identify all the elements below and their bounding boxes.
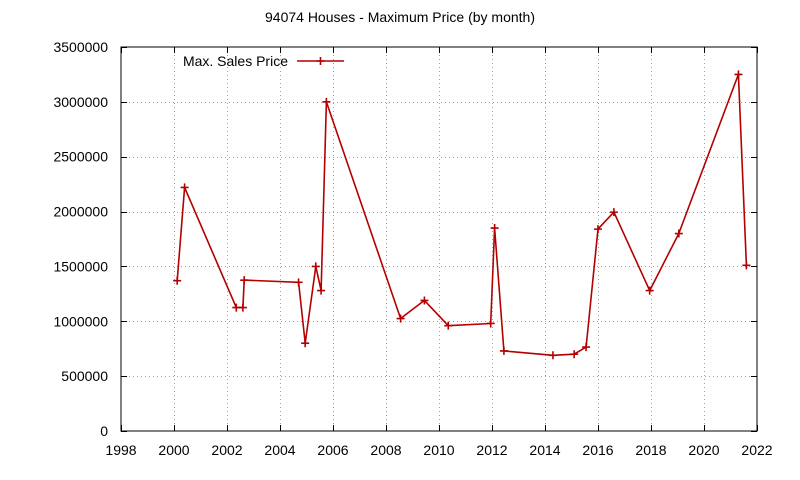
- x-tick-label: 2002: [211, 442, 242, 458]
- data-point: [173, 276, 182, 285]
- data-point: [594, 225, 602, 234]
- data-point: [582, 343, 591, 352]
- y-tick-label: 2000000: [53, 204, 108, 220]
- x-tick-label: 2006: [317, 442, 348, 458]
- y-tick-label: 3000000: [53, 94, 108, 110]
- y-tick-label: 0: [100, 423, 108, 439]
- x-tick-label: 1998: [105, 442, 136, 458]
- series-layer: [173, 70, 751, 360]
- x-tick-label: 2010: [423, 442, 454, 458]
- legend-label: Max. Sales Price: [183, 53, 288, 69]
- x-tick-label: 2012: [476, 442, 507, 458]
- x-tick-label: 2014: [529, 442, 560, 458]
- data-point: [317, 286, 326, 295]
- data-point: [734, 70, 743, 79]
- y-tick-label: 500000: [61, 368, 108, 384]
- x-tick-label: 2016: [582, 442, 613, 458]
- x-tick-label: 2018: [635, 442, 666, 458]
- grid-lines: [121, 47, 757, 431]
- data-point: [742, 261, 751, 270]
- series-line: [176, 73, 748, 357]
- x-tick-label: 2022: [741, 442, 772, 458]
- x-tick-label: 2004: [264, 442, 295, 458]
- legend: Max. Sales Price: [183, 53, 344, 69]
- y-tick-label: 1000000: [53, 313, 108, 329]
- y-tick-label: 2500000: [53, 149, 108, 165]
- data-point: [311, 262, 320, 271]
- data-point: [322, 97, 331, 106]
- data-point: [444, 321, 453, 330]
- data-point: [486, 319, 495, 328]
- data-point: [396, 314, 405, 323]
- data-point: [570, 350, 579, 359]
- data-point: [645, 286, 654, 295]
- y-tick-label: 3500000: [53, 39, 108, 55]
- axis-ticks: 1998 2000 2002 2004 2006 2008 2010 2012 2014 2016…: [53, 39, 772, 458]
- legend-marker: [316, 57, 325, 65]
- data-point: [499, 346, 508, 355]
- y-tick-label: 1500000: [53, 258, 108, 274]
- data-point: [609, 208, 618, 217]
- data-point: [238, 303, 247, 312]
- data-point: [180, 183, 189, 192]
- x-tick-label: 2008: [370, 442, 401, 458]
- x-tick-label: 2020: [688, 442, 719, 458]
- data-point: [420, 296, 429, 305]
- data-point: [240, 276, 249, 285]
- data-point: [490, 224, 499, 233]
- x-tick-label: 2000: [158, 442, 189, 458]
- data-point: [548, 351, 557, 360]
- chart-title: 94074 Houses - Maximum Price (by month): [265, 9, 535, 25]
- data-point: [301, 339, 310, 348]
- data-point: [674, 229, 683, 238]
- data-point: [294, 278, 303, 287]
